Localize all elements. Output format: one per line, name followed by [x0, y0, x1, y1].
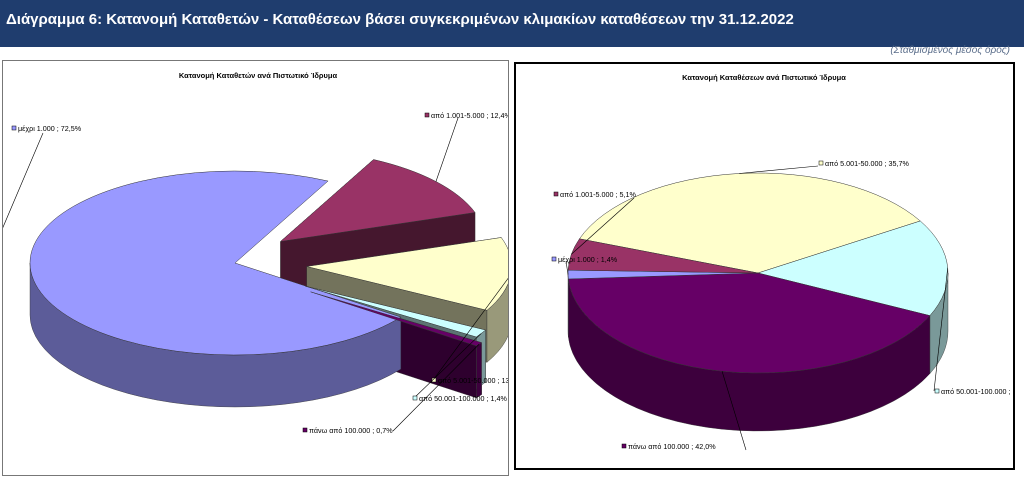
depositors-chart-panel: Κατανομή Καταθετών ανά Πιστωτικό Ίδρυμα … — [0, 60, 522, 476]
leader-line — [571, 197, 635, 255]
leader-line — [721, 371, 747, 451]
data-label: από 1.001-5.000 ; 5,1% — [560, 190, 636, 199]
legend-swatch — [553, 191, 559, 197]
pie-labels: από 5.001-50.000 ; 35,7% από 50.001-100.0… — [551, 159, 1024, 451]
data-label: πάνω από 100.000 ; 42,0% — [628, 442, 716, 451]
data-label: μέχρι 1.000 ; 1,4% — [558, 255, 618, 264]
data-label: από 50.001-100.000 ; 15,7% — [941, 387, 1013, 396]
leader-line — [933, 267, 949, 392]
pie-slice-1 — [279, 159, 476, 242]
legend-swatch — [621, 443, 627, 449]
leader-line — [739, 165, 819, 174]
header-banner: Διάγραμμα 6: Κατανομή Καταθετών - Καταθέ… — [0, 0, 1024, 47]
legend-swatch — [302, 427, 308, 433]
data-label: από 5.001-50.000 ; 35,7% — [825, 159, 909, 168]
legend-swatch — [551, 256, 557, 262]
data-label: από 5.001-50.000 ; 13,0% — [438, 376, 508, 385]
pie-body — [567, 172, 949, 432]
weighted-average-note: (Σταθμισμένος μέσος όρος) — [890, 45, 1010, 56]
legend-swatch — [818, 160, 824, 166]
legend-swatch — [412, 395, 418, 401]
leader-line — [392, 344, 480, 432]
chart-title: Κατανομή Καταθέσεων ανά Πιστωτικό Ίδρυμα — [682, 73, 846, 82]
data-label: πάνω από 100.000 ; 0,7% — [309, 426, 393, 435]
legend-swatch — [11, 125, 17, 131]
chart-title: Κατανομή Καταθετών ανά Πιστωτικό Ίδρυμα — [179, 71, 338, 80]
data-label: μέχρι 1.000 ; 72,5% — [18, 124, 82, 133]
legend-swatch — [431, 377, 437, 383]
page-title: Διάγραμμα 6: Κατανομή Καταθετών - Καταθέ… — [6, 11, 794, 28]
deposits-chart-panel: Κατανομή Καταθέσεων ανά Πιστωτικό Ίδρυμα… — [514, 62, 1024, 470]
data-label: από 50.001-100.000 ; 1,4% — [419, 394, 507, 403]
leader-line — [412, 333, 482, 400]
leader-line — [565, 260, 569, 275]
pie-labels: μέχρι 1.000 ; 72,5% από 1.001-5.000 ; 12,… — [0, 111, 522, 435]
legend-swatch — [934, 388, 940, 394]
pie-slice-side — [476, 342, 482, 399]
pie-body — [29, 159, 512, 408]
depositors-pie-chart: Κατανομή Καταθετών ανά Πιστωτικό Ίδρυμα … — [0, 71, 522, 435]
legend-swatch — [424, 112, 430, 118]
leader-line — [430, 274, 512, 384]
deposits-pie-chart: Κατανομή Καταθέσεων ανά Πιστωτικό Ίδρυμα… — [551, 73, 1024, 451]
pie-slice-0 — [29, 170, 402, 356]
data-label: από 1.001-5.000 ; 12,4% — [431, 111, 508, 120]
leader-line — [0, 132, 44, 236]
leader-line — [435, 117, 459, 182]
